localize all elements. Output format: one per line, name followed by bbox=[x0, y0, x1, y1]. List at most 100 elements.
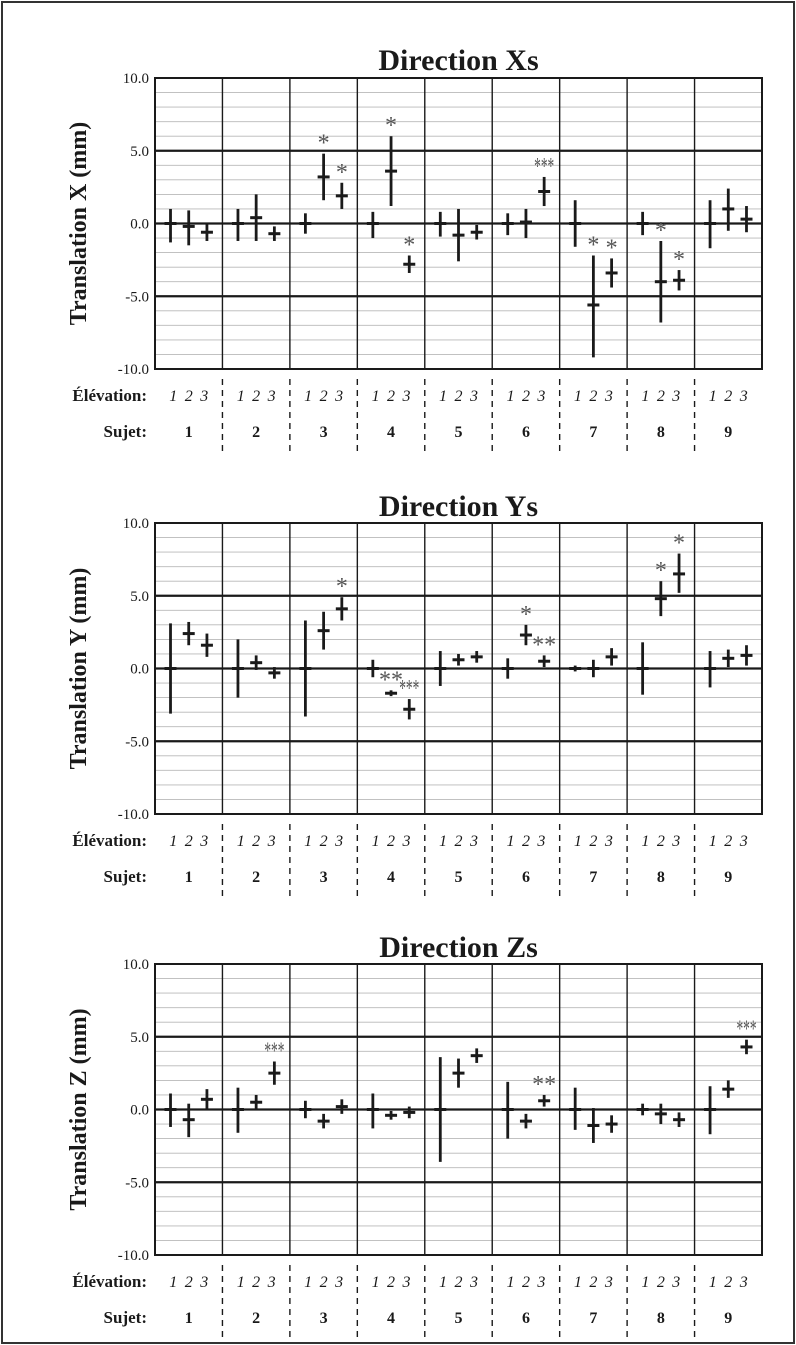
elevation-label: 1 bbox=[372, 388, 380, 405]
elevation-label: 2 bbox=[252, 388, 260, 405]
elevation-label: 2 bbox=[185, 833, 193, 850]
chart-title: Direction Ys bbox=[379, 490, 538, 523]
significance-marker: * bbox=[673, 247, 685, 273]
elevation-label: 1 bbox=[709, 833, 717, 850]
subject-row-label: Sujet: bbox=[104, 1308, 147, 1327]
y-tick-label: 5.0 bbox=[130, 144, 149, 160]
elevation-label: 3 bbox=[469, 1274, 478, 1291]
significance-marker: * bbox=[520, 602, 532, 628]
elevation-label: 2 bbox=[320, 833, 328, 850]
subject-label: 1 bbox=[185, 1310, 193, 1327]
plot-frame bbox=[154, 77, 763, 370]
subject-label: 5 bbox=[455, 424, 463, 441]
elevation-label: 1 bbox=[574, 833, 582, 850]
elevation-label: 1 bbox=[237, 833, 245, 850]
subject-label: 3 bbox=[320, 1310, 328, 1327]
elevation-label: 1 bbox=[237, 388, 245, 405]
elevation-label: 1 bbox=[641, 388, 649, 405]
elevation-label: 1 bbox=[641, 833, 649, 850]
elevation-label: 3 bbox=[671, 388, 680, 405]
elevation-label: 3 bbox=[267, 833, 276, 850]
significance-marker: *** bbox=[534, 154, 554, 180]
y-tick-label: -5.0 bbox=[125, 289, 149, 305]
elevation-label: 2 bbox=[589, 833, 597, 850]
elevation-label: 3 bbox=[402, 388, 411, 405]
y-tick-label: 10.0 bbox=[123, 71, 149, 87]
subject-label: 2 bbox=[252, 1310, 260, 1327]
subject-label: 9 bbox=[724, 1310, 732, 1327]
y-axis-label: Translation Y (mm) bbox=[66, 568, 92, 770]
elevation-label: 1 bbox=[574, 1274, 582, 1291]
elevation-label: 2 bbox=[724, 388, 732, 405]
subject-label: 4 bbox=[387, 424, 395, 441]
significance-marker: * bbox=[318, 131, 330, 157]
subject-label: 2 bbox=[252, 424, 260, 441]
y-tick-label: -10.0 bbox=[118, 1248, 149, 1264]
elevation-label: 3 bbox=[739, 1274, 748, 1291]
significance-marker: * bbox=[403, 233, 415, 259]
elevation-label: 3 bbox=[469, 833, 478, 850]
subject-label: 5 bbox=[455, 1310, 463, 1327]
significance-marker: * bbox=[336, 160, 348, 186]
elevation-label: 3 bbox=[469, 388, 478, 405]
elevation-label: 2 bbox=[657, 833, 665, 850]
significance-marker: ** bbox=[379, 667, 403, 693]
significance-marker: * bbox=[385, 113, 397, 139]
elevation-label: 1 bbox=[169, 833, 177, 850]
y-tick-label: -5.0 bbox=[125, 1175, 149, 1191]
y-tick-label: -10.0 bbox=[118, 807, 149, 823]
elevation-label: 3 bbox=[334, 388, 343, 405]
significance-marker: * bbox=[606, 235, 618, 261]
elevation-label: 3 bbox=[604, 1274, 613, 1291]
significance-marker: ** bbox=[532, 1072, 556, 1098]
elevation-label: 1 bbox=[237, 1274, 245, 1291]
y-tick-label: 10.0 bbox=[123, 957, 149, 973]
plot-frame bbox=[154, 963, 763, 1256]
subject-label: 8 bbox=[657, 424, 665, 441]
y-axis-label: Translation Z (mm) bbox=[66, 1008, 92, 1210]
elevation-label: 1 bbox=[304, 1274, 312, 1291]
chart-panel-3: Direction Zs 10.0 5.0 0.0 -5.0 -10.0 Translati… bbox=[66, 931, 763, 1337]
elevation-label: 2 bbox=[657, 1274, 665, 1291]
significance-marker: * bbox=[673, 531, 685, 557]
subject-label: 7 bbox=[589, 1310, 597, 1327]
elevation-label: 1 bbox=[304, 388, 312, 405]
elevation-label: 2 bbox=[252, 833, 260, 850]
y-tick-label: 10.0 bbox=[123, 516, 149, 532]
elevation-label: 2 bbox=[185, 1274, 193, 1291]
elevation-label: 1 bbox=[439, 1274, 447, 1291]
chart-title: Direction Xs bbox=[378, 44, 538, 77]
subject-label: 7 bbox=[589, 424, 597, 441]
elevation-label: 1 bbox=[641, 1274, 649, 1291]
elevation-label: 2 bbox=[252, 1274, 260, 1291]
y-tick-label: 0.0 bbox=[130, 1103, 149, 1119]
subject-label: 8 bbox=[657, 1310, 665, 1327]
elevation-label: 3 bbox=[402, 833, 411, 850]
elevation-label: 3 bbox=[536, 1274, 545, 1291]
plot-frame bbox=[154, 522, 763, 815]
subject-label: 8 bbox=[657, 869, 665, 886]
subject-label: 3 bbox=[320, 424, 328, 441]
elevation-label: 2 bbox=[522, 1274, 530, 1291]
elevation-label: 3 bbox=[199, 388, 208, 405]
elevation-label: 2 bbox=[185, 388, 193, 405]
elevation-label: 1 bbox=[169, 1274, 177, 1291]
elevation-label: 3 bbox=[671, 833, 680, 850]
elevation-label: 3 bbox=[739, 388, 748, 405]
y-tick-label: 0.0 bbox=[130, 662, 149, 678]
significance-marker: * bbox=[655, 558, 667, 584]
elevation-label: 2 bbox=[455, 1274, 463, 1291]
significance-marker: ** bbox=[532, 632, 556, 658]
elevation-label: 3 bbox=[604, 388, 613, 405]
elevation-label: 2 bbox=[724, 1274, 732, 1291]
elevation-label: 2 bbox=[522, 388, 530, 405]
chart-panel-2: Direction Ys 10.0 5.0 0.0 -5.0 -10.0 Translati… bbox=[66, 490, 763, 896]
significance-marker: * bbox=[655, 218, 667, 244]
elevation-label: 2 bbox=[387, 388, 395, 405]
elevation-label: 2 bbox=[320, 388, 328, 405]
elevation-row-label: Élévation: bbox=[72, 831, 147, 850]
subject-label: 6 bbox=[522, 1310, 530, 1327]
elevation-label: 1 bbox=[709, 1274, 717, 1291]
significance-marker: *** bbox=[264, 1038, 284, 1064]
subject-label: 6 bbox=[522, 424, 530, 441]
